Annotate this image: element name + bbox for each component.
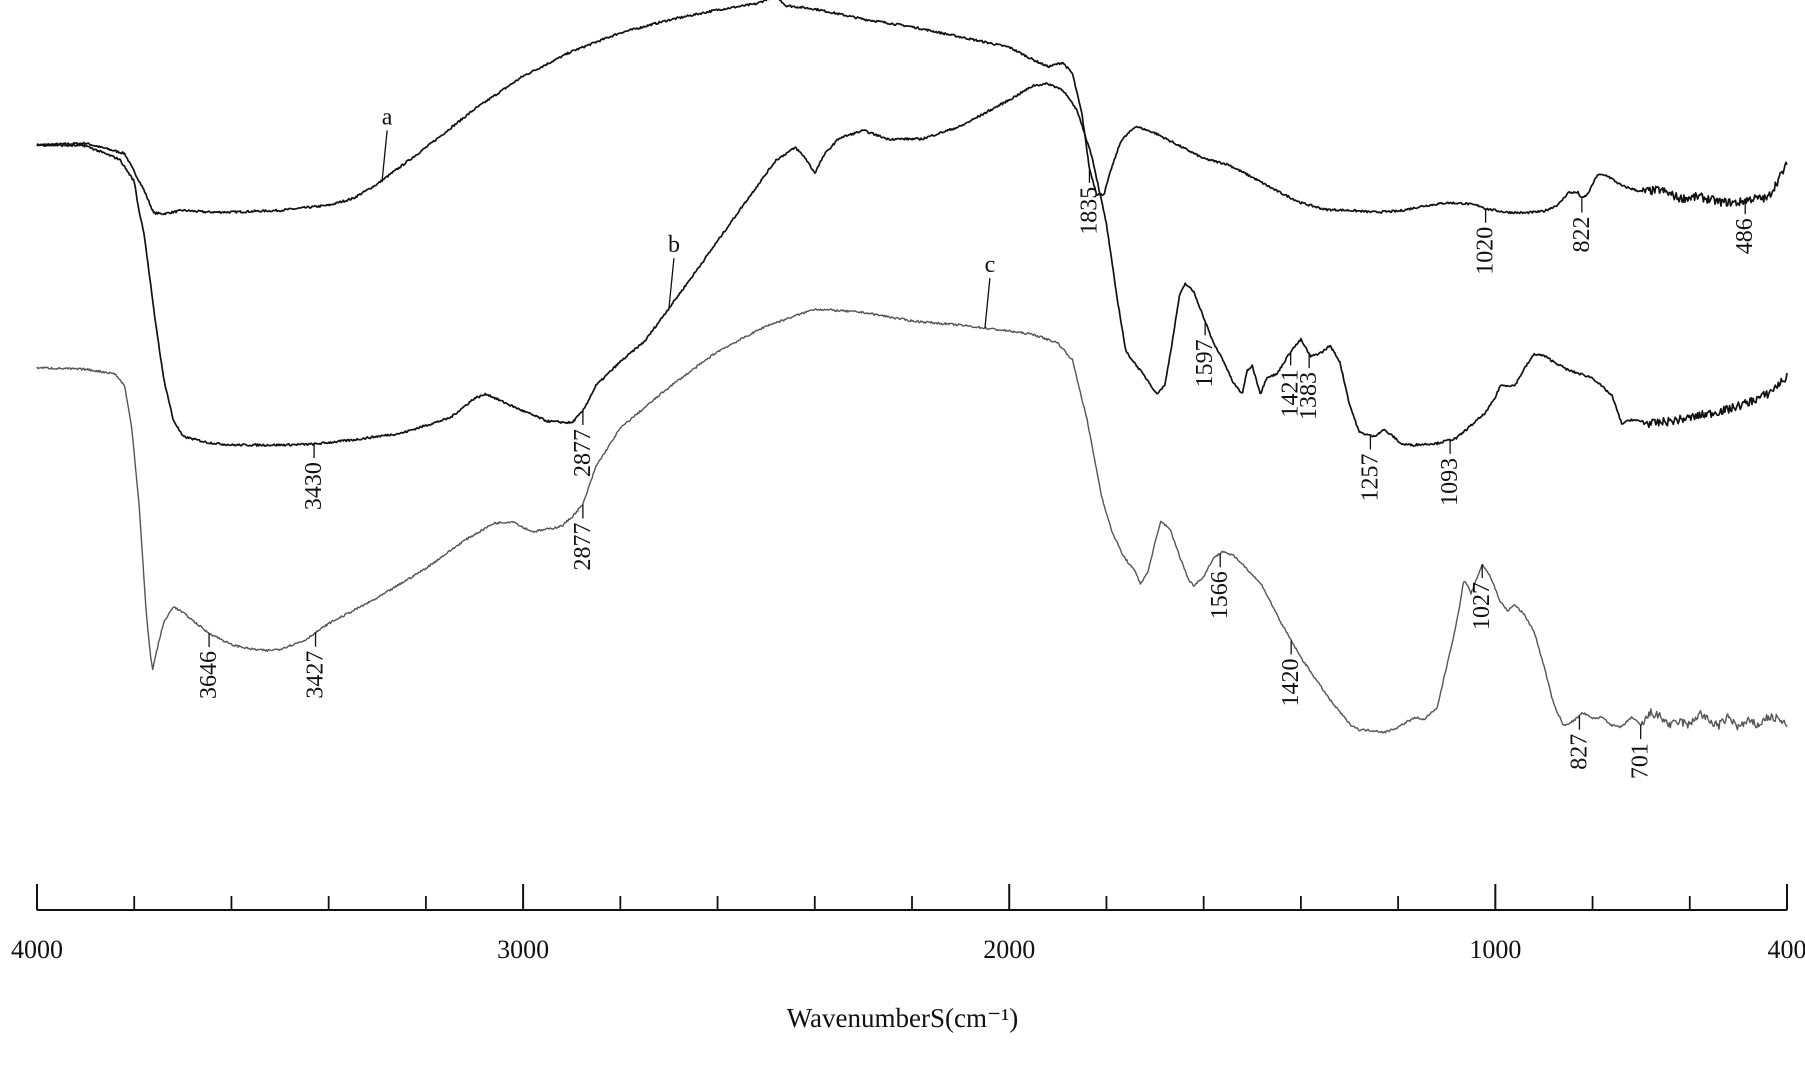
peak-label-1: 1020 — [1473, 227, 1499, 275]
peak-label-12: 3427 — [303, 651, 329, 699]
peak-label-16: 1027 — [1469, 582, 1495, 630]
peak-label-4: 3430 — [301, 462, 327, 510]
x-axis-title: WavenumberS(cm⁻¹) — [786, 1003, 1019, 1033]
peak-label-5: 2877 — [570, 429, 596, 477]
peak-label-18: 701 — [1628, 743, 1654, 779]
peak-label-2: 822 — [1569, 217, 1595, 253]
peak-label-6: 1597 — [1192, 339, 1218, 387]
series-line-c — [36, 307, 1788, 734]
peak-label-15: 1420 — [1278, 659, 1304, 707]
curve-label-b: b — [668, 232, 680, 258]
curve-pointer-c — [984, 278, 991, 329]
curve-pointer-a — [381, 130, 388, 181]
peak-label-8: 1383 — [1296, 372, 1322, 420]
x-tick-label-1000: 1000 — [1469, 935, 1521, 964]
peak-label-14: 1566 — [1207, 571, 1233, 619]
curve-pointer-b — [668, 258, 675, 309]
series-line-a — [36, 0, 1788, 216]
peak-label-10: 1093 — [1437, 458, 1463, 506]
peak-label-0: 1835 — [1076, 187, 1102, 235]
series-layer — [36, 0, 1788, 734]
x-tick-label-2000: 2000 — [983, 935, 1035, 964]
curve-label-a: a — [382, 104, 393, 130]
peak-label-13: 2877 — [570, 523, 596, 571]
peak-label-3: 486 — [1732, 218, 1758, 254]
x-tick-label-400: 400 — [1768, 935, 1805, 964]
peak-label-11: 3646 — [196, 651, 222, 699]
peak-label-17: 827 — [1566, 734, 1592, 770]
peak-label-9: 1257 — [1357, 454, 1383, 502]
x-axis: 4000 3000 2000 1000 400 — [11, 884, 1805, 964]
x-tick-label-4000: 4000 — [11, 935, 63, 964]
curve-label-c: c — [985, 252, 996, 278]
series-line-b — [36, 82, 1788, 447]
x-tick-label-3000: 3000 — [497, 935, 549, 964]
peak-label-7: 1421 — [1278, 369, 1304, 417]
